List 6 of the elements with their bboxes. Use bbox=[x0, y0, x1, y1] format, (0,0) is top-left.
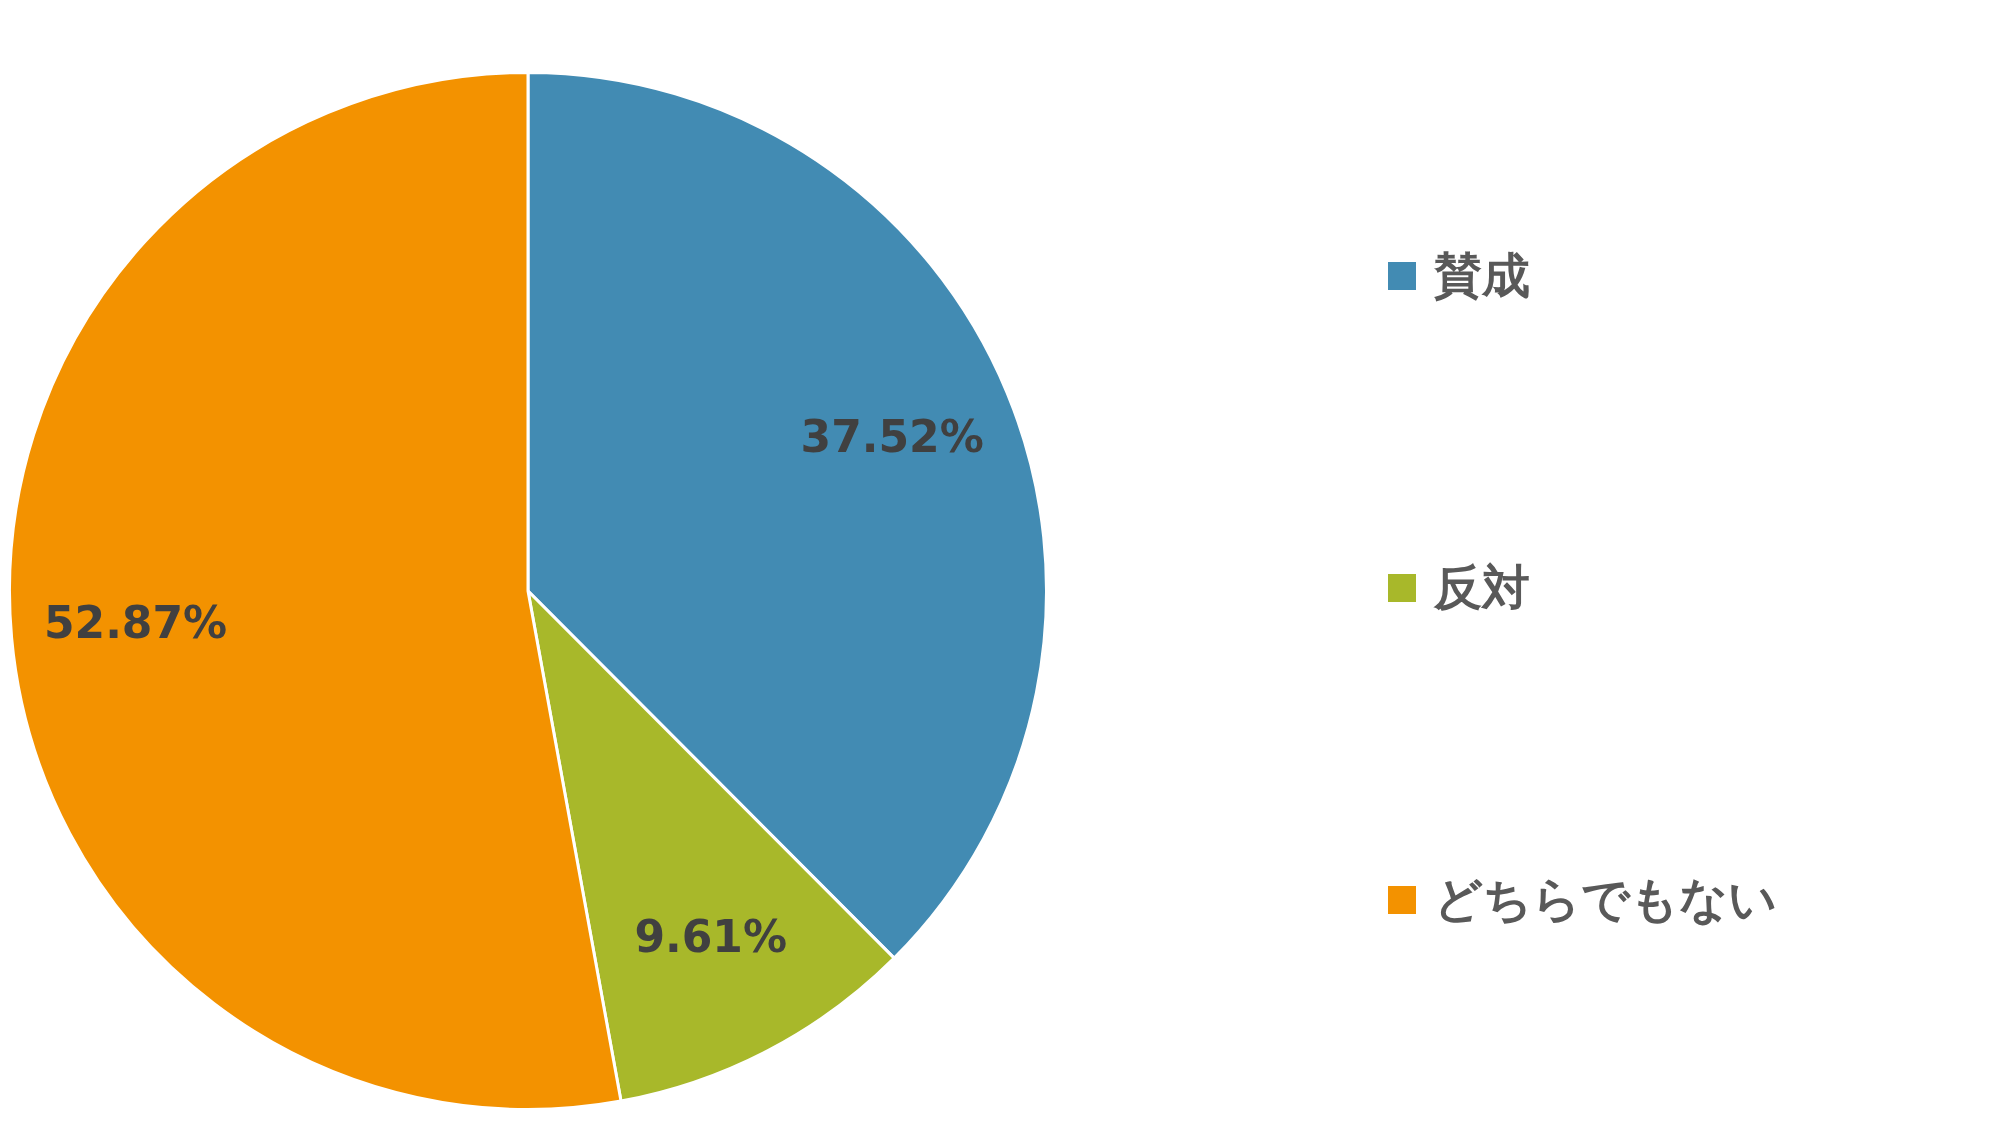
data-label: 37.52% bbox=[800, 410, 984, 462]
data-label: 9.61% bbox=[634, 910, 788, 962]
data-label: 52.87% bbox=[43, 596, 228, 648]
legend-label: どちらでもない bbox=[1434, 870, 1777, 929]
legend-label: 反対 bbox=[1434, 558, 1530, 617]
legend-label: 賛成 bbox=[1434, 246, 1530, 305]
